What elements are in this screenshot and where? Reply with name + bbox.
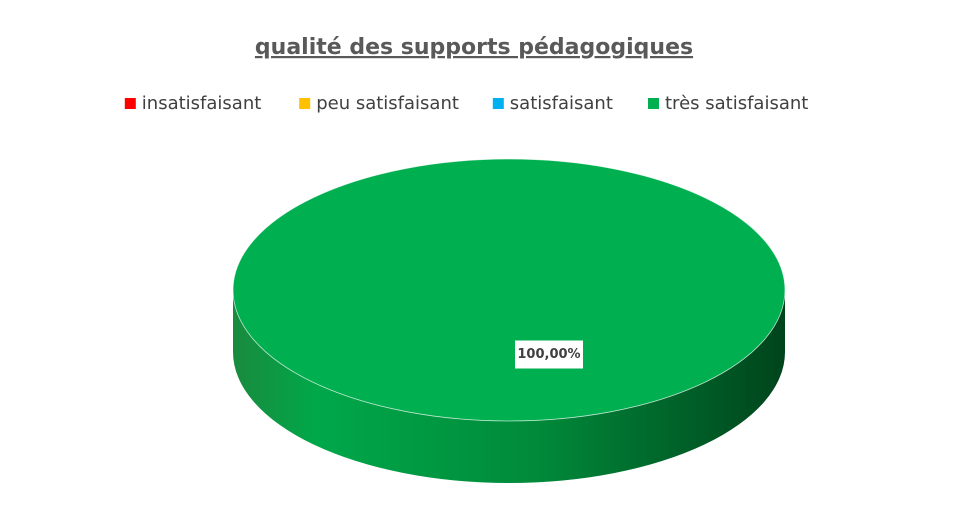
legend-swatch: [492, 98, 504, 109]
legend: insatisfaisant peu satisfaisant satisfaisa…: [124, 93, 808, 114]
pie-slice-side: [233, 290, 785, 483]
legend-label: peu satisfaisant: [316, 93, 459, 114]
data-label-box: [515, 340, 583, 369]
legend-label: satisfaisant: [510, 93, 613, 114]
chart-title: qualité des supports pédagogiques: [255, 35, 693, 60]
legend-swatch: [648, 98, 659, 109]
legend-label: insatisfaisant: [142, 93, 261, 114]
data-label: 100,00%: [517, 347, 580, 362]
legend-swatch: [124, 98, 136, 109]
pie-slice: [232, 158, 786, 422]
legend-label: très satisfaisant: [665, 93, 808, 114]
legend-swatch: [299, 98, 311, 109]
pie: 100,00%: [232, 158, 786, 483]
